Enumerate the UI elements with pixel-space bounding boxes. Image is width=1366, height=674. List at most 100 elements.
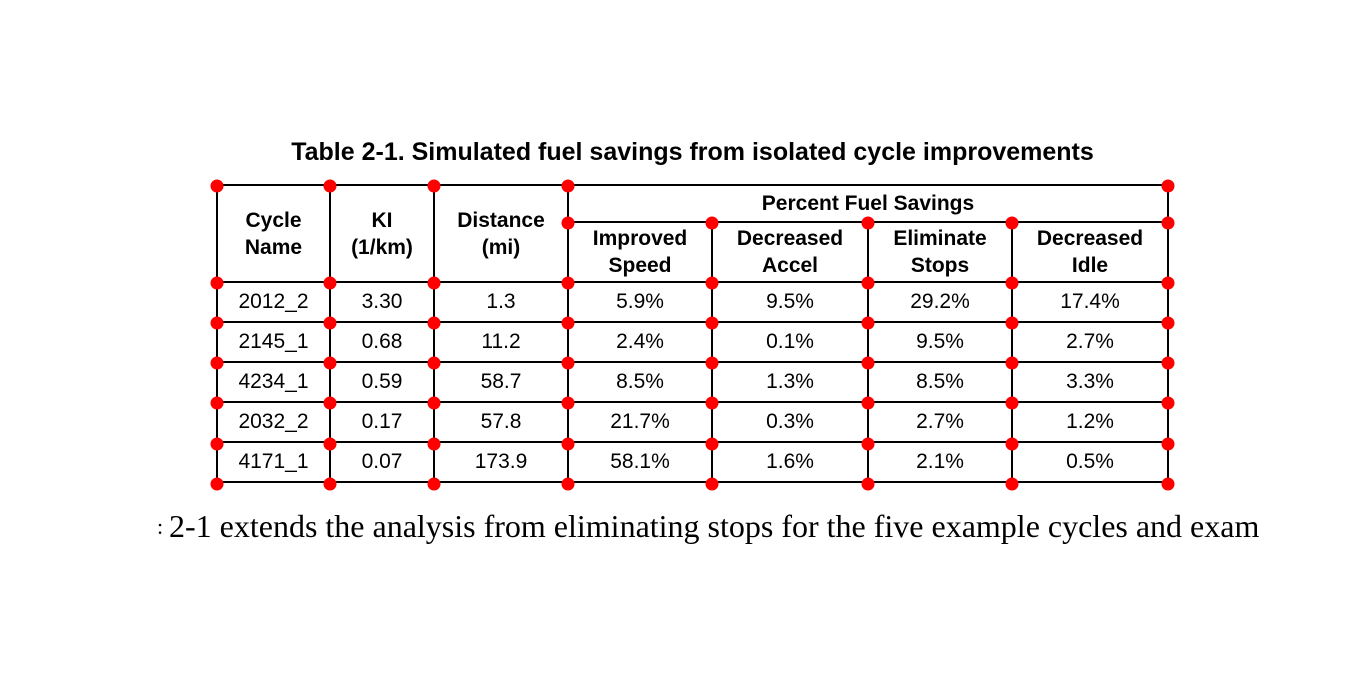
fuel-savings-table: Cycle Name KI (1/km) Distance (mi) Perce… [216,184,1169,483]
cell-cycle-name: 2012_2 [216,281,331,323]
grid-intersection-dot [323,316,337,330]
grid-intersection-dot [1161,437,1175,451]
grid-intersection-dot [705,356,719,370]
cell-decreased-idle: 2.7% [1011,321,1169,363]
table-caption: Table 2-1. Simulated fuel savings from i… [291,138,1094,166]
grid-intersection-dot [1161,316,1175,330]
cell-improved-speed: 5.9% [567,281,713,323]
cell-improved-speed: 2.4% [567,321,713,363]
grid-intersection-dot [1005,477,1019,491]
cell-decreased-accel: 0.3% [711,401,869,443]
header-ki: KI (1/km) [329,184,435,283]
cell-cycle-name: 2032_2 [216,401,331,443]
grid-intersection-dot [705,216,719,230]
cell-eliminate-stops: 2.1% [867,441,1013,483]
grid-intersection-dot [427,356,441,370]
cell-ki: 0.07 [329,441,435,483]
table-row: 2145_1 0.68 11.2 2.4% 0.1% 9.5% 2.7% [216,321,1169,363]
header-improved-speed: Improved Speed [567,221,713,283]
grid-intersection-dot [705,477,719,491]
grid-intersection-dot [1161,179,1175,193]
grid-intersection-dot [861,477,875,491]
cell-eliminate-stops: 29.2% [867,281,1013,323]
table-row: 2012_2 3.30 1.3 5.9% 9.5% 29.2% 17.4% [216,281,1169,323]
grid-intersection-dot [561,356,575,370]
table-row: 4171_1 0.07 173.9 58.1% 1.6% 2.1% 0.5% [216,441,1169,483]
grid-intersection-dot [561,437,575,451]
grid-intersection-dot [561,179,575,193]
grid-intersection-dot [861,437,875,451]
grid-intersection-dot [427,316,441,330]
cell-eliminate-stops: 9.5% [867,321,1013,363]
grid-intersection-dot [561,477,575,491]
grid-intersection-dot [427,477,441,491]
cell-eliminate-stops: 8.5% [867,361,1013,403]
table-row: 4234_1 0.59 58.7 8.5% 1.3% 8.5% 3.3% [216,361,1169,403]
grid-intersection-dot [705,396,719,410]
grid-intersection-dot [210,179,224,193]
cell-ki: 0.68 [329,321,435,363]
cell-improved-speed: 21.7% [567,401,713,443]
grid-intersection-dot [210,477,224,491]
header-decreased-accel: Decreased Accel [711,221,869,283]
cell-decreased-accel: 1.6% [711,441,869,483]
grid-intersection-dot [323,477,337,491]
grid-intersection-dot [1005,396,1019,410]
paragraph-text: 2-1 extends the analysis from eliminatin… [169,508,1260,544]
cell-distance: 57.8 [433,401,569,443]
grid-intersection-dot [1005,216,1019,230]
grid-intersection-dot [210,396,224,410]
header-eliminate-stops: Eliminate Stops [867,221,1013,283]
grid-intersection-dot [861,276,875,290]
grid-intersection-dot [1161,396,1175,410]
cell-distance: 1.3 [433,281,569,323]
cell-decreased-accel: 9.5% [711,281,869,323]
cell-ki: 0.17 [329,401,435,443]
grid-intersection-dot [1005,276,1019,290]
cell-cycle-name: 4234_1 [216,361,331,403]
cell-cycle-name: 4171_1 [216,441,331,483]
table-row: 2032_2 0.17 57.8 21.7% 0.3% 2.7% 1.2% [216,401,1169,443]
grid-intersection-dot [705,316,719,330]
grid-intersection-dot [561,316,575,330]
grid-intersection-dot [861,216,875,230]
cell-ki: 0.59 [329,361,435,403]
grid-intersection-dot [705,276,719,290]
grid-intersection-dot [323,276,337,290]
grid-intersection-dot [210,316,224,330]
cell-decreased-idle: 0.5% [1011,441,1169,483]
cell-cycle-name: 2145_1 [216,321,331,363]
cell-improved-speed: 58.1% [567,441,713,483]
grid-intersection-dot [861,396,875,410]
grid-intersection-dot [1161,477,1175,491]
grid-intersection-dot [1161,276,1175,290]
clipped-text-fragment: : [157,514,164,539]
header-distance: Distance (mi) [433,184,569,283]
grid-intersection-dot [861,356,875,370]
grid-intersection-dot [427,276,441,290]
cell-distance: 173.9 [433,441,569,483]
grid-intersection-dot [1005,316,1019,330]
grid-intersection-dot [561,396,575,410]
cell-decreased-idle: 17.4% [1011,281,1169,323]
cell-ki: 3.30 [329,281,435,323]
grid-intersection-dot [323,437,337,451]
grid-intersection-dot [323,179,337,193]
grid-intersection-dot [561,216,575,230]
cell-decreased-idle: 3.3% [1011,361,1169,403]
grid-intersection-dot [561,276,575,290]
grid-intersection-dot [427,437,441,451]
grid-intersection-dot [861,316,875,330]
cell-distance: 11.2 [433,321,569,363]
cell-improved-speed: 8.5% [567,361,713,403]
grid-intersection-dot [210,276,224,290]
grid-intersection-dot [1005,437,1019,451]
cell-decreased-accel: 0.1% [711,321,869,363]
grid-intersection-dot [210,356,224,370]
cell-decreased-idle: 1.2% [1011,401,1169,443]
grid-intersection-dot [323,356,337,370]
grid-intersection-dot [323,396,337,410]
grid-intersection-dot [427,179,441,193]
grid-intersection-dot [705,437,719,451]
